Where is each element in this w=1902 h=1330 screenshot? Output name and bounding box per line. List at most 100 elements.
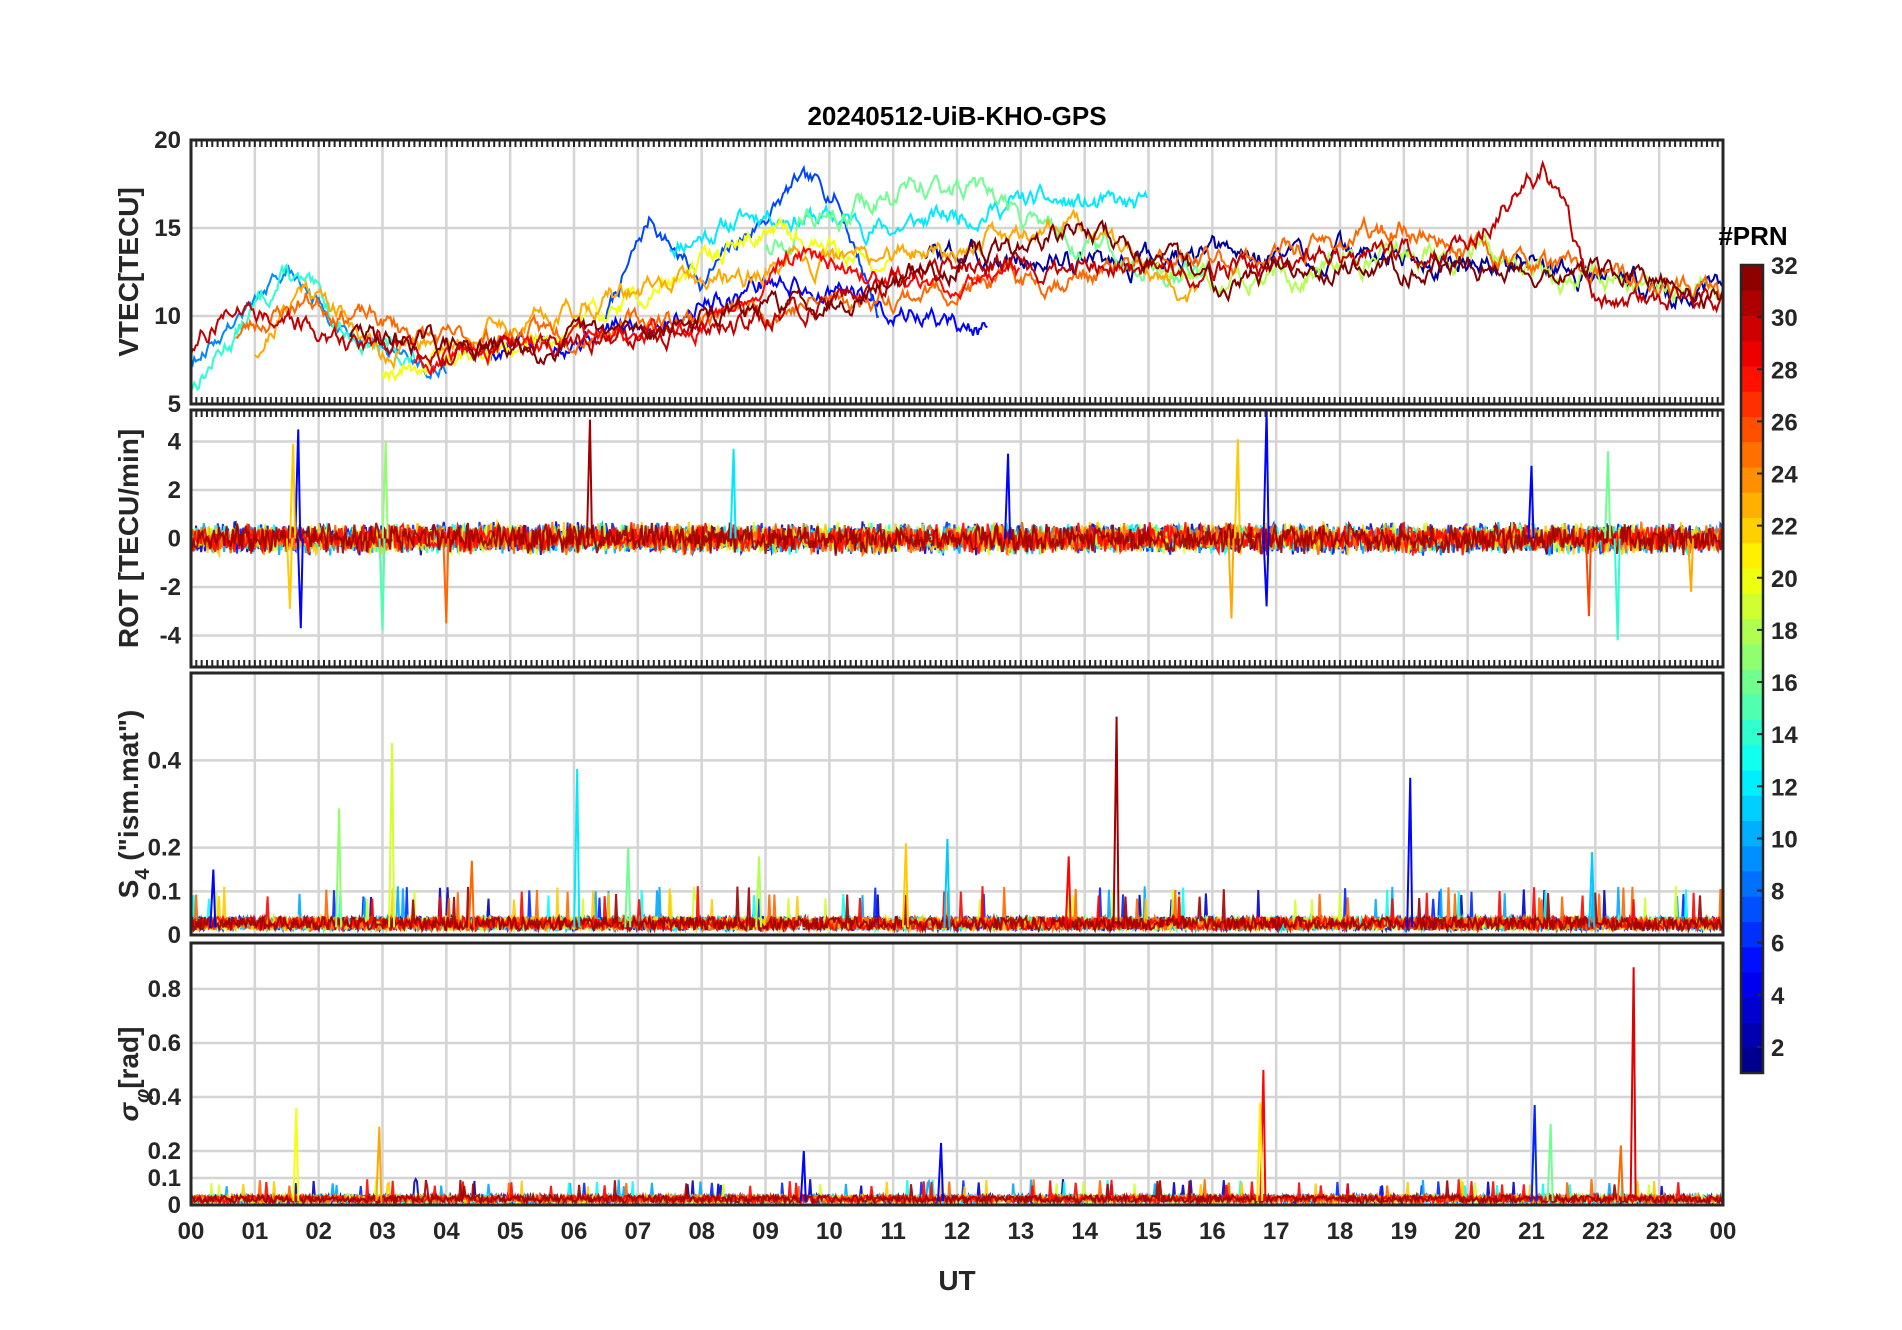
colorbar-tick-label: 2 [1771, 1035, 1784, 1062]
colorbar-segment [1741, 441, 1763, 468]
colorbar-tick-label: 20 [1771, 566, 1798, 593]
y-tick-label: 0.4 [148, 747, 182, 774]
vtec-line-prn-25 [235, 215, 1723, 357]
sigma-spike [1546, 1123, 1554, 1201]
x-tick-label: 20 [1454, 1218, 1481, 1245]
axes-box-sigma [189, 941, 1725, 1207]
panel-sigma: 00.10.2 0.4 0.6 0.8 σφ[rad] [113, 941, 1725, 1219]
colorbar-segment [1741, 265, 1763, 291]
rot-spike [285, 538, 293, 609]
x-tick-label: 21 [1518, 1218, 1545, 1245]
colorbar-frame [1739, 263, 1765, 1075]
s4-line-prn-31 [191, 886, 1723, 935]
x-axis-label: UT [938, 1265, 975, 1296]
ylabel-rest: ("ism.mat") [113, 710, 144, 869]
colorbar-tick-label: 32 [1771, 253, 1798, 280]
s4-spike [209, 869, 217, 928]
series-group-vtec [191, 159, 1723, 392]
x-tick-label: 09 [752, 1218, 779, 1245]
colorbar-segment [1741, 845, 1763, 872]
rot-spike [1584, 538, 1592, 617]
ylabel-sub: φ [132, 1089, 154, 1103]
colorbar-segment [1741, 820, 1763, 847]
colorbar-segment [1741, 744, 1763, 771]
colorbar-segment [1741, 921, 1763, 948]
x-tick-label: 23 [1646, 1218, 1673, 1245]
rot-spike [1227, 538, 1235, 619]
colorbar-tick-label: 8 [1771, 879, 1784, 906]
vtec-line-prn-12 [668, 182, 1148, 260]
vtec-line-prn-16 [764, 174, 1212, 288]
s4-spike [1064, 856, 1072, 928]
y-tick-label: 0.2 [148, 835, 181, 862]
s4-spike [467, 860, 475, 928]
x-tick-label: 05 [497, 1218, 524, 1245]
colorbar-segment [1741, 669, 1763, 695]
colorbar-segment [1741, 542, 1763, 569]
ylabel-main: S [113, 880, 144, 899]
minor-ticks-vtec [190, 140, 1724, 404]
x-tick-label: 00 [178, 1218, 205, 1245]
vtec-line-prn-2 [924, 229, 1723, 311]
colorbar-segment [1741, 946, 1763, 973]
y-tick-label: -2 [160, 574, 181, 601]
panel-rot: -4 -2 0 2 4 ROT [TECU/min] [113, 408, 1725, 669]
rot-spike [294, 429, 302, 539]
y-tick-label: 0.8 [148, 976, 181, 1003]
s4-spike [388, 742, 396, 928]
sigma-spike [799, 1150, 807, 1202]
colorbar-segment [1741, 517, 1763, 544]
y-tick-label: 0 [168, 1192, 181, 1219]
y-tick-label: 2 [168, 477, 181, 504]
rot-spike [1004, 453, 1012, 539]
rot-spike [1262, 410, 1270, 539]
colorbar-tick-label: 22 [1771, 514, 1798, 541]
x-tick-label: 01 [241, 1218, 268, 1245]
sigma-spike [1616, 1145, 1624, 1202]
colorbar-segment [1741, 391, 1763, 417]
x-tick-label: 16 [1199, 1218, 1226, 1245]
colorbar-tick-label: 10 [1771, 826, 1798, 853]
panel-s4: 00.10.20.4S4 ("ism.mat") [113, 671, 1725, 949]
x-tick-label: 06 [561, 1218, 588, 1245]
rot-spike [296, 538, 304, 629]
chart-title: 20240512-UiB-KHO-GPS [807, 101, 1106, 131]
rot-spike [289, 443, 297, 539]
sigma-spike [1256, 1102, 1264, 1201]
sigma-spike [1530, 1105, 1538, 1201]
colorbar-segment [1741, 1047, 1763, 1074]
colorbar-segment [1741, 694, 1763, 720]
series-group-rot [191, 410, 1723, 641]
y-tick-label: 20 [154, 127, 181, 154]
s4-spike [901, 843, 909, 928]
x-tick-label: 17 [1263, 1218, 1290, 1245]
colorbar-segment [1741, 643, 1763, 670]
x-tick-label: 08 [688, 1218, 715, 1245]
colorbar-segment [1741, 290, 1763, 316]
axes-box-s4 [189, 671, 1725, 937]
y-axis-label-rot: ROT [TECU/min] [113, 429, 144, 648]
colorbar-segment [1741, 770, 1763, 796]
colorbar-tick-label: 26 [1771, 409, 1798, 436]
y-tick-label: 5 [168, 391, 181, 418]
colorbar-tick-label: 12 [1771, 774, 1798, 801]
colorbar-tick-label: 28 [1771, 357, 1798, 384]
x-tick-label: 10 [816, 1218, 843, 1245]
x-tick-label: 03 [369, 1218, 396, 1245]
colorbar-tick-label: 24 [1771, 462, 1798, 489]
y-tick-label: 10 [154, 303, 181, 330]
y-axis-label-s4: S4 ("ism.mat") [113, 710, 154, 899]
colorbar-segment [1741, 896, 1763, 922]
rot-spike [1233, 439, 1241, 539]
vtec-line-prn-30 [191, 159, 1723, 371]
colorbar-segment [1741, 972, 1763, 998]
sigma-spike [1629, 967, 1637, 1201]
y-tick-label: 15 [154, 215, 181, 242]
s4-spike [943, 838, 951, 928]
s4-spike [1112, 716, 1120, 928]
rot-spike [442, 538, 450, 624]
colorbar-segment [1741, 366, 1763, 392]
series-group-s4 [191, 716, 1723, 935]
